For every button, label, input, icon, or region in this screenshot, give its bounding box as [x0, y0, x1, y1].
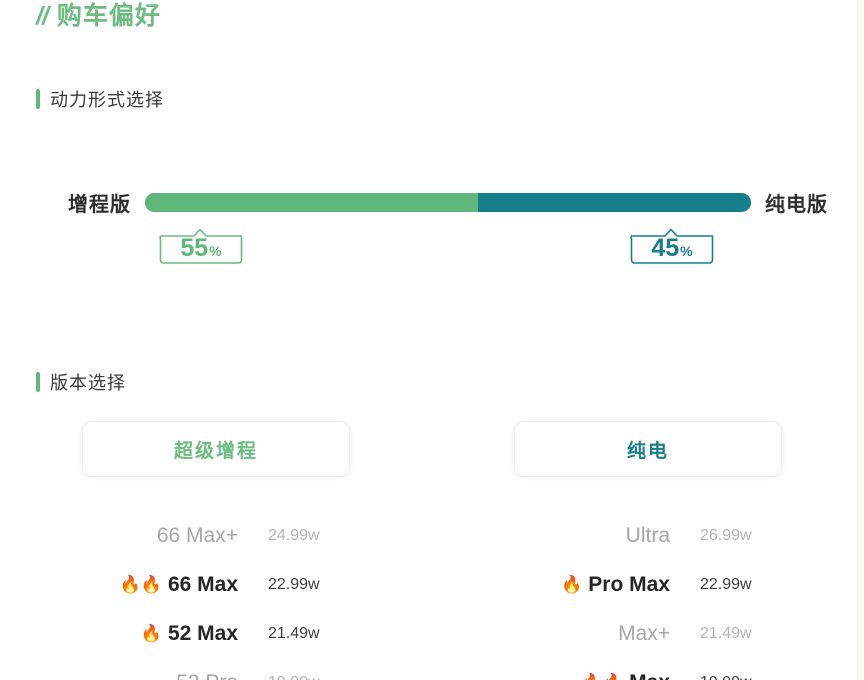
page-title-text: 购车偏好 — [56, 2, 161, 30]
option-label: 66 Max — [167, 573, 238, 596]
power-preference-slider[interactable]: 增程版 纯电版 — [0, 188, 864, 216]
tab-super-range-extender-label: 超级增程 — [173, 440, 258, 462]
slider-right-percent-symbol: % — [680, 243, 693, 259]
option-name: Ultra — [432, 525, 682, 546]
slider-left-percent-value: 55% — [159, 236, 243, 261]
option-name: Max+ — [432, 623, 682, 644]
list-item[interactable]: 52 Pro 19.99w — [0, 658, 432, 680]
option-name: 🔥 Pro Max — [432, 574, 682, 595]
list-item[interactable]: Ultra 26.99w — [432, 511, 864, 560]
option-name: 🔥🔥 66 Max — [0, 574, 250, 595]
option-label: 66 Max+ — [156, 524, 238, 547]
list-item[interactable]: 🔥🔥 66 Max 22.99w — [0, 560, 432, 609]
slider-fill-pure-electric — [478, 192, 751, 212]
option-name: 66 Max+ — [0, 525, 250, 546]
list-item[interactable]: 🔥 Pro Max 22.99w — [432, 560, 864, 609]
option-price: 21.49w — [700, 624, 752, 642]
option-name: 🔥 52 Max — [0, 623, 250, 644]
version-option-lists: 66 Max+ 24.99w 🔥🔥 66 Max 22.99w 🔥 52 Max… — [0, 511, 864, 680]
list-item[interactable]: 66 Max+ 24.99w — [0, 511, 432, 560]
option-price: 19.99w — [682, 674, 802, 680]
page-right-divider — [857, 0, 858, 680]
page-title: // 购车偏好 — [36, 0, 161, 32]
page-right-edge — [861, 0, 864, 680]
option-label: 52 Pro — [176, 672, 238, 680]
version-tab-column-left: 超级增程 — [0, 421, 432, 477]
slider-left-label: 增程版 — [68, 193, 131, 216]
option-price: 24.99w — [268, 526, 320, 544]
section-heading-power-type-label: 动力形式选择 — [50, 90, 164, 110]
slider-left-percent-symbol: % — [209, 243, 222, 259]
flame-icon: 🔥 — [561, 575, 583, 594]
option-list-pure-electric: Ultra 26.99w 🔥 Pro Max 22.99w Max+ 21.49… — [432, 511, 864, 680]
version-tab-group: 超级增程 纯电 — [0, 421, 864, 477]
option-price: 22.99w — [700, 575, 752, 593]
flame-icon: 🔥🔥 — [581, 674, 623, 680]
option-label: Max — [629, 672, 670, 680]
flame-icon: 🔥 — [140, 624, 162, 643]
option-label: 52 Max — [167, 622, 238, 645]
flame-icon: 🔥🔥 — [119, 575, 162, 594]
tab-super-range-extender[interactable]: 超级增程 — [82, 421, 350, 477]
slider-right-percent-number: 45 — [651, 234, 680, 262]
badge-callout-shape-icon — [630, 228, 714, 264]
option-price: 21.49w — [268, 624, 320, 642]
list-item[interactable]: 🔥 52 Max 21.49w — [0, 609, 432, 658]
version-tab-column-right: 纯电 — [432, 421, 864, 477]
option-price: 22.99w — [268, 575, 320, 593]
option-price: 26.99w — [700, 526, 752, 544]
tab-pure-electric-label: 纯电 — [626, 440, 669, 462]
list-item[interactable]: 🔥🔥 Max 19.99w — [432, 658, 864, 680]
slider-track[interactable] — [145, 192, 751, 212]
option-price: 19.99w — [250, 674, 370, 680]
slider-left-percent-badge: 55% — [159, 227, 243, 265]
section-heading-version-label: 版本选择 — [50, 373, 126, 393]
slider-right-percent-value: 45% — [630, 236, 714, 261]
section-heading-power-type: 动力形式选择 — [36, 86, 164, 112]
list-item[interactable]: Max+ 21.49w — [432, 609, 864, 658]
option-label: Ultra — [625, 524, 670, 547]
option-label: Max+ — [618, 622, 670, 645]
section-accent-bar-icon — [36, 372, 40, 392]
slider-right-label: 纯电版 — [765, 193, 828, 216]
section-heading-version: 版本选择 — [36, 369, 126, 395]
section-accent-bar-icon — [36, 89, 40, 109]
slider-fill-range-extender — [145, 192, 479, 212]
title-slashes-icon: // — [36, 2, 49, 30]
option-name: 🔥🔥 Max — [432, 672, 682, 680]
slider-left-percent-number: 55 — [180, 234, 209, 262]
option-list-super-range-extender: 66 Max+ 24.99w 🔥🔥 66 Max 22.99w 🔥 52 Max… — [0, 511, 432, 680]
badge-callout-shape-icon — [159, 228, 243, 264]
slider-right-percent-badge: 45% — [630, 227, 714, 265]
tab-pure-electric[interactable]: 纯电 — [514, 421, 782, 477]
option-label: Pro Max — [588, 573, 670, 596]
option-name: 52 Pro — [0, 672, 250, 680]
